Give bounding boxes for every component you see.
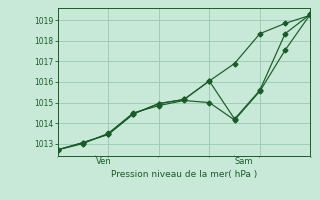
Text: Sam: Sam — [235, 157, 253, 166]
Text: Ven: Ven — [95, 157, 111, 166]
X-axis label: Pression niveau de la mer( hPa ): Pression niveau de la mer( hPa ) — [111, 170, 257, 179]
